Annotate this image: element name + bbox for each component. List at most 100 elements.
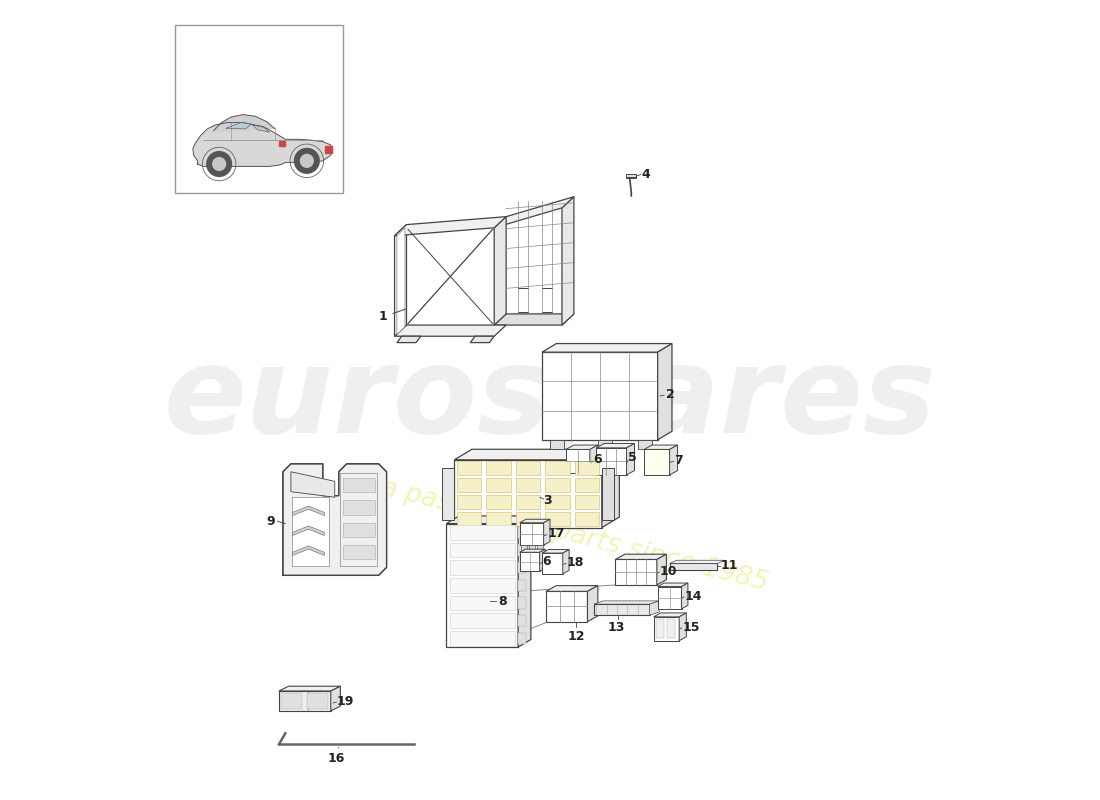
Polygon shape: [494, 217, 506, 325]
Polygon shape: [279, 691, 331, 711]
Polygon shape: [574, 495, 600, 509]
Polygon shape: [590, 445, 597, 474]
Polygon shape: [456, 495, 482, 509]
Polygon shape: [542, 553, 563, 574]
Text: 5: 5: [628, 451, 637, 464]
Polygon shape: [596, 448, 627, 475]
Polygon shape: [519, 522, 543, 545]
Polygon shape: [519, 552, 540, 571]
Polygon shape: [486, 478, 510, 492]
Polygon shape: [397, 336, 421, 342]
Polygon shape: [290, 472, 334, 498]
Polygon shape: [546, 586, 597, 591]
Polygon shape: [587, 586, 597, 622]
Polygon shape: [602, 468, 614, 519]
Polygon shape: [529, 545, 535, 551]
Polygon shape: [293, 506, 324, 515]
Polygon shape: [395, 225, 407, 336]
Polygon shape: [486, 462, 510, 475]
Text: 18: 18: [566, 556, 584, 569]
Polygon shape: [486, 495, 510, 509]
Polygon shape: [293, 546, 324, 555]
Polygon shape: [543, 519, 550, 545]
Polygon shape: [518, 615, 526, 626]
Polygon shape: [658, 583, 688, 586]
Text: 7: 7: [674, 454, 683, 467]
Polygon shape: [486, 512, 510, 526]
Polygon shape: [542, 343, 672, 352]
Polygon shape: [546, 478, 570, 492]
Polygon shape: [450, 596, 515, 610]
Polygon shape: [563, 550, 569, 574]
Polygon shape: [574, 512, 600, 526]
Polygon shape: [653, 613, 686, 617]
Polygon shape: [615, 559, 657, 585]
Text: 2: 2: [666, 388, 674, 401]
Polygon shape: [645, 450, 670, 475]
Polygon shape: [447, 516, 531, 523]
Polygon shape: [456, 512, 482, 526]
Polygon shape: [279, 141, 285, 146]
Polygon shape: [565, 445, 597, 450]
Polygon shape: [682, 583, 688, 609]
Polygon shape: [518, 633, 526, 644]
Polygon shape: [518, 562, 526, 574]
Polygon shape: [521, 545, 527, 551]
Polygon shape: [597, 440, 613, 450]
Polygon shape: [518, 516, 531, 647]
Polygon shape: [626, 174, 636, 178]
Text: 19: 19: [337, 695, 354, 708]
Polygon shape: [201, 114, 275, 137]
Polygon shape: [447, 523, 518, 647]
Text: 9: 9: [266, 514, 275, 528]
Polygon shape: [516, 512, 540, 526]
Polygon shape: [450, 614, 515, 628]
Polygon shape: [471, 336, 494, 342]
Polygon shape: [546, 591, 587, 622]
Polygon shape: [450, 561, 515, 575]
Polygon shape: [340, 474, 377, 566]
Polygon shape: [494, 314, 574, 325]
Polygon shape: [293, 526, 324, 535]
Polygon shape: [542, 352, 658, 440]
Polygon shape: [650, 601, 659, 615]
Polygon shape: [645, 445, 678, 450]
Text: 17: 17: [548, 527, 565, 541]
Polygon shape: [550, 440, 564, 450]
Circle shape: [212, 158, 226, 170]
Polygon shape: [395, 325, 506, 336]
Polygon shape: [293, 498, 329, 566]
Polygon shape: [192, 122, 332, 166]
Polygon shape: [516, 495, 540, 509]
Text: 13: 13: [607, 621, 625, 634]
Polygon shape: [456, 478, 482, 492]
Polygon shape: [343, 478, 375, 493]
Polygon shape: [307, 694, 328, 709]
Polygon shape: [454, 460, 602, 527]
Polygon shape: [518, 598, 526, 609]
Polygon shape: [343, 545, 375, 559]
Polygon shape: [175, 26, 343, 193]
Polygon shape: [518, 545, 526, 556]
Text: 8: 8: [498, 595, 507, 608]
Text: 11: 11: [720, 559, 738, 572]
Polygon shape: [546, 512, 570, 526]
Polygon shape: [638, 440, 652, 450]
Polygon shape: [658, 343, 672, 440]
Polygon shape: [594, 601, 659, 604]
Polygon shape: [516, 478, 540, 492]
Polygon shape: [456, 462, 482, 475]
Polygon shape: [594, 604, 650, 615]
Text: 3: 3: [543, 494, 552, 507]
Text: 12: 12: [568, 630, 585, 642]
Polygon shape: [516, 462, 540, 475]
Polygon shape: [283, 464, 386, 575]
Polygon shape: [537, 545, 542, 551]
Text: 10: 10: [660, 565, 678, 578]
Polygon shape: [565, 450, 590, 474]
Circle shape: [207, 152, 231, 176]
Polygon shape: [542, 550, 569, 553]
Polygon shape: [227, 122, 251, 129]
Polygon shape: [546, 495, 570, 509]
Polygon shape: [343, 501, 375, 515]
